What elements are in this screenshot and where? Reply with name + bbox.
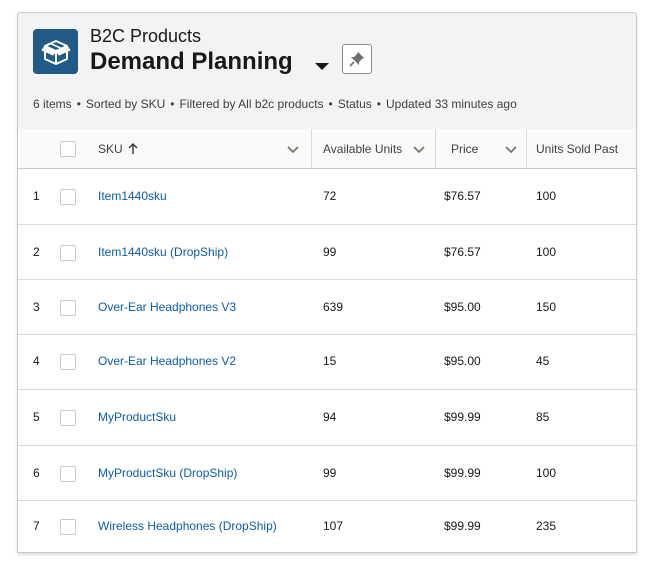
column-label-units-sold-past: Units Sold Past — [536, 141, 619, 156]
filter-info: Filtered by All b2c products — [179, 97, 324, 111]
column-label-price: Price — [451, 141, 479, 156]
status-info: Status — [337, 97, 372, 111]
column-header-available-units[interactable]: Available Units — [323, 129, 402, 168]
row-checkbox[interactable] — [60, 300, 76, 316]
column-divider[interactable] — [526, 129, 527, 168]
box-icon — [33, 29, 78, 74]
price-cell: $99.99 — [444, 466, 481, 480]
available-units-cell: 107 — [323, 519, 344, 533]
updated-info: Updated 33 minutes ago — [385, 97, 517, 111]
column-divider[interactable] — [435, 129, 436, 168]
sku-link[interactable]: Over-Ear Headphones V3 — [98, 300, 237, 314]
item-count: 6 items — [33, 97, 72, 111]
table-row: 2 Item1440sku (DropShip) 99 $76.57 100 — [18, 225, 636, 280]
available-units-cell: 99 — [323, 245, 337, 259]
price-cell: $99.99 — [444, 410, 481, 424]
select-all-checkbox[interactable] — [60, 141, 76, 157]
row-checkbox[interactable] — [60, 354, 76, 370]
table-row: 5 MyProductSku 94 $99.99 85 — [18, 390, 636, 446]
row-number: 5 — [33, 410, 40, 424]
sku-link[interactable]: MyProductSku — [98, 410, 177, 424]
row-number: 3 — [33, 300, 40, 314]
sku-link[interactable]: Over-Ear Headphones V2 — [98, 354, 237, 368]
list-view-subtitle: 6 items • Sorted by SKU • Filtered by All b2… — [33, 97, 517, 111]
column-label-sku: SKU — [98, 141, 123, 156]
price-cell: $76.57 — [444, 245, 481, 259]
units-sold-cell: 150 — [536, 300, 557, 314]
pin-icon — [349, 52, 364, 67]
available-units-cell: 72 — [323, 189, 337, 203]
available-units-cell: 639 — [323, 300, 344, 314]
sku-link[interactable]: Wireless Headphones (DropShip) — [98, 519, 277, 533]
units-sold-cell: 100 — [536, 466, 557, 480]
row-checkbox[interactable] — [60, 410, 76, 426]
column-label-available-units: Available Units — [323, 141, 403, 156]
chevron-down-icon[interactable] — [504, 142, 518, 156]
pin-button[interactable] — [342, 44, 372, 74]
units-sold-cell: 100 — [536, 245, 557, 259]
list-view-title[interactable]: Demand Planning — [90, 48, 293, 75]
row-number: 7 — [33, 519, 40, 533]
price-cell: $99.99 — [444, 519, 481, 533]
list-view-card: B2C Products Demand Planning 6 items • Sor… — [17, 12, 637, 553]
object-label: B2C Products — [90, 26, 202, 46]
row-number: 6 — [33, 466, 40, 480]
chevron-down-icon[interactable] — [286, 142, 300, 156]
arrow-up-icon — [128, 142, 138, 154]
column-header-units-sold-past[interactable]: Units Sold Past — [536, 129, 618, 168]
row-checkbox[interactable] — [60, 245, 76, 261]
table-row: 6 MyProductSku (DropShip) 99 $99.99 100 — [18, 446, 636, 501]
available-units-cell: 99 — [323, 466, 337, 480]
units-sold-cell: 85 — [536, 410, 550, 424]
row-number: 1 — [33, 189, 40, 203]
table-header: SKU Available Units Price Units Sold Pas… — [18, 129, 636, 169]
table-row: 4 Over-Ear Headphones V2 15 $95.00 45 — [18, 335, 636, 390]
table-row: 1 Item1440sku 72 $76.57 100 — [18, 169, 636, 225]
units-sold-cell: 100 — [536, 189, 557, 203]
sku-link[interactable]: Item1440sku — [98, 189, 167, 203]
row-number: 4 — [33, 354, 40, 368]
units-sold-cell: 45 — [536, 354, 550, 368]
price-cell: $76.57 — [444, 189, 481, 203]
available-units-cell: 94 — [323, 410, 337, 424]
list-view-header: B2C Products Demand Planning 6 items • Sor… — [18, 13, 636, 130]
table-row: 7 Wireless Headphones (DropShip) 107 $99… — [18, 501, 636, 552]
column-header-sku[interactable]: SKU — [98, 129, 139, 168]
row-checkbox[interactable] — [60, 189, 76, 205]
table-row: 3 Over-Ear Headphones V3 639 $95.00 150 — [18, 280, 636, 335]
sku-link[interactable]: MyProductSku (DropShip) — [98, 466, 238, 480]
row-checkbox[interactable] — [60, 466, 76, 482]
column-header-price[interactable]: Price — [451, 129, 478, 168]
price-cell: $95.00 — [444, 300, 481, 314]
price-cell: $95.00 — [444, 354, 481, 368]
sort-info: Sorted by SKU — [85, 97, 166, 111]
caret-down-icon[interactable] — [310, 56, 334, 76]
chevron-down-icon[interactable] — [412, 142, 426, 156]
sku-link[interactable]: Item1440sku (DropShip) — [98, 245, 229, 259]
units-sold-cell: 235 — [536, 519, 557, 533]
row-checkbox[interactable] — [60, 519, 76, 535]
row-number: 2 — [33, 245, 40, 259]
column-divider[interactable] — [311, 129, 312, 168]
available-units-cell: 15 — [323, 354, 337, 368]
